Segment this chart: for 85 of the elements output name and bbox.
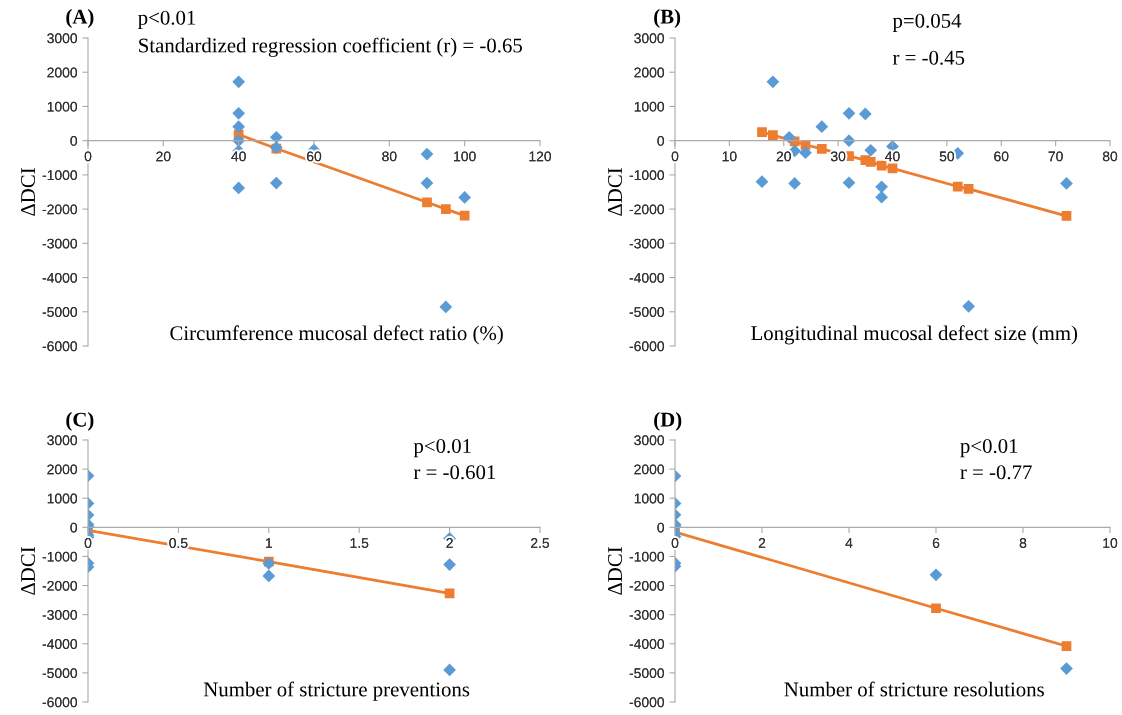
y-tick-label: -5000 bbox=[42, 668, 78, 679]
x-tick-label: 2.5 bbox=[531, 538, 550, 548]
x-tick-label: 120 bbox=[529, 151, 552, 162]
chart-title: (C) bbox=[66, 411, 94, 431]
text: p=0.054 bbox=[892, 13, 962, 33]
y-tick-label: 0 bbox=[657, 522, 665, 533]
y-axis-title: ΔDCI bbox=[608, 547, 623, 595]
y-tick-label: 2000 bbox=[634, 67, 665, 78]
y-tick-label: -5000 bbox=[42, 307, 78, 317]
y-tick-label: -1000 bbox=[629, 551, 665, 562]
y-tick-label: 0 bbox=[70, 136, 78, 146]
y-tick-label: 0 bbox=[70, 522, 78, 533]
y-tick-label: -5000 bbox=[629, 668, 665, 679]
x-tick-label: 80 bbox=[1102, 151, 1118, 162]
y-tick-label: 1000 bbox=[47, 493, 78, 504]
y-tick-label: 1000 bbox=[47, 101, 78, 112]
x-tick-label: 100 bbox=[454, 151, 476, 162]
annotation: p<0.01 bbox=[960, 439, 1018, 458]
y-tick-label: 2000 bbox=[634, 464, 665, 475]
x-tick-label: 60 bbox=[994, 151, 1009, 162]
annotation: r = -0.77 bbox=[960, 465, 1032, 480]
x-tick-label: 1 bbox=[266, 538, 272, 548]
y-tick-label: -2000 bbox=[42, 580, 78, 591]
y-tick-label: -5000 bbox=[629, 307, 665, 317]
text: p<0.01 bbox=[138, 10, 196, 29]
annotation: r = -0.45 bbox=[892, 50, 965, 65]
y-tick-label: 1000 bbox=[634, 493, 665, 504]
y-tick-label: -4000 bbox=[42, 272, 78, 283]
x-tick-label: 2 bbox=[758, 538, 766, 548]
x-tick-label: 0 bbox=[671, 151, 679, 162]
y-tick-label: -2000 bbox=[629, 580, 665, 591]
annotation: p<0.01 bbox=[413, 439, 471, 458]
chart-title: (A) bbox=[66, 9, 94, 28]
x-tick-label: 10 bbox=[722, 151, 737, 162]
y-tick-label: -1000 bbox=[629, 170, 665, 181]
annotation: Standardized regression coefficient (r) = -0.65 bbox=[139, 37, 522, 57]
x-tick-label: 20 bbox=[776, 151, 791, 162]
x-axis-title: Circumference mucosal defect ratio (%) bbox=[170, 325, 503, 345]
y-tick-label: -1000 bbox=[42, 170, 78, 181]
x-tick-label: 40 bbox=[231, 151, 246, 162]
y-tick-label: 2000 bbox=[47, 464, 78, 475]
y-tick-label: 0 bbox=[657, 136, 665, 146]
y-tick-label: -2000 bbox=[42, 204, 78, 215]
y-tick-label: -2000 bbox=[629, 204, 665, 215]
y-axis-title: ΔDCI bbox=[21, 547, 36, 595]
y-tick-label: 3000 bbox=[634, 33, 665, 44]
y-axis-title: ΔDCI bbox=[21, 168, 36, 216]
x-tick-label: 1.5 bbox=[350, 538, 369, 548]
y-tick-label: -4000 bbox=[629, 272, 665, 283]
y-tick-label: 2000 bbox=[47, 67, 78, 78]
y-tick-label: -6000 bbox=[42, 697, 78, 708]
x-tick-label: 0 bbox=[84, 151, 92, 162]
x-tick-label: 80 bbox=[382, 151, 397, 162]
x-tick-label: 40 bbox=[885, 151, 900, 162]
y-tick-label: 3000 bbox=[47, 33, 78, 44]
x-tick-label: 8 bbox=[1019, 538, 1027, 548]
y-tick-label: -6000 bbox=[42, 341, 78, 352]
x-tick-label: 10 bbox=[1103, 538, 1118, 548]
y-tick-label: -6000 bbox=[629, 697, 665, 708]
x-axis-title: Longitudinal mucosal defect size (mm) bbox=[751, 325, 1078, 345]
y-tick-label: 3000 bbox=[634, 435, 665, 446]
x-axis-title: Number of stricture preventions bbox=[203, 681, 470, 701]
x-tick-label: 6 bbox=[932, 538, 940, 548]
x-tick-label: 4 bbox=[845, 538, 853, 548]
y-tick-label: -4000 bbox=[42, 639, 78, 649]
y-tick-label: 3000 bbox=[47, 435, 78, 446]
x-tick-label: 0 bbox=[671, 538, 679, 548]
x-tick-label: 70 bbox=[1048, 151, 1063, 162]
y-tick-label: -3000 bbox=[629, 238, 665, 249]
annotation: r = -0.601 bbox=[413, 465, 496, 480]
chart-title: (B) bbox=[654, 9, 681, 28]
y-tick-label: 1000 bbox=[634, 101, 665, 112]
x-tick-label: 20 bbox=[156, 151, 171, 162]
y-axis-title: ΔDCI bbox=[608, 168, 623, 216]
y-tick-label: -3000 bbox=[42, 238, 78, 249]
y-tick-label: -1000 bbox=[42, 551, 78, 562]
x-tick-label: 0 bbox=[84, 538, 92, 548]
x-tick-label: 60 bbox=[306, 151, 322, 162]
chart-title: (D) bbox=[654, 411, 682, 431]
x-tick-label: 50 bbox=[939, 151, 955, 162]
y-tick-label: -3000 bbox=[42, 610, 78, 620]
y-tick-label: -6000 bbox=[629, 341, 665, 352]
y-tick-label: -4000 bbox=[629, 639, 665, 649]
y-tick-label: -3000 bbox=[629, 610, 665, 620]
x-axis-title: Number of stricture resolutions bbox=[784, 681, 1044, 697]
